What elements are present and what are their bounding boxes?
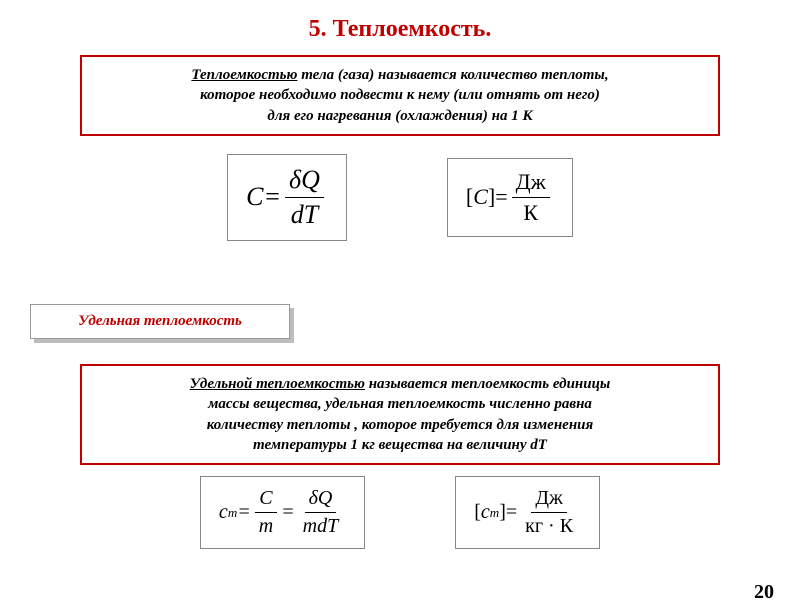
label-specific-heat: Удельная теплоемкость [30, 304, 290, 339]
definition-text-line2: которое необходимо подвести к нему (или … [200, 87, 600, 103]
formula-heat-capacity: C = δQ dT [227, 154, 347, 241]
u2-frac: Дж кг · К [521, 487, 577, 538]
unit-heat-capacity: [C] = Дж К [447, 158, 573, 237]
definition2-line3: количеству теплоты , которое требуется д… [207, 417, 593, 433]
u2-close: ] [499, 501, 506, 524]
page-number: 20 [754, 581, 774, 604]
unit-denominator: К [519, 198, 542, 226]
bracket-close: ] [488, 184, 495, 210]
formula-denominator: dT [287, 198, 322, 230]
u2-num: Дж [531, 487, 566, 513]
unit-specific-heat: [cm] = Дж кг · К [455, 476, 600, 549]
definition2-line2: массы вещества, удельная теплоемкость чи… [208, 396, 592, 412]
unit-fraction: Дж К [512, 169, 550, 226]
formula-specific-heat: cm = C m = δQ mdT [200, 476, 365, 549]
f2-sub: m [228, 505, 237, 521]
f2-c: c [219, 501, 228, 524]
section-title: 5. Теплоемкость. [0, 16, 800, 43]
f2-num2: δQ [305, 487, 337, 513]
f2-num1: C [255, 487, 276, 513]
formula-lhs: C [246, 182, 263, 212]
definition-heat-capacity: Теплоемкостью тела (газа) называется кол… [80, 55, 720, 136]
definition2-text: называется теплоемкость единицы [365, 376, 610, 392]
f2-eq2: = [281, 501, 295, 524]
formula-numerator: δQ [285, 165, 324, 198]
unit-var: C [473, 184, 488, 210]
u2-den: кг · К [521, 513, 577, 538]
definition-term: Теплоемкостью [191, 67, 297, 83]
definition-specific-heat: Удельной теплоемкостью называется теплое… [80, 364, 720, 465]
f2-eq: = [237, 501, 251, 524]
unit-eq: = [495, 184, 507, 210]
definition-text-line3: для его нагревания (охлаждения) на 1 К [267, 108, 532, 124]
formula-row-2: cm = C m = δQ mdT [cm] = Дж кг · К [0, 476, 800, 549]
u2-sub: m [490, 505, 499, 521]
u2-c: c [481, 501, 490, 524]
formula-fraction: δQ dT [285, 165, 324, 230]
f2-den1: m [255, 513, 277, 538]
definition2-term: Удельной теплоемкостью [190, 376, 365, 392]
f2-frac1: C m [255, 487, 277, 538]
definition-text: тела (газа) называется количество теплот… [297, 67, 608, 83]
u2-eq: = [506, 501, 517, 524]
formula-eq: = [263, 182, 281, 212]
unit-numerator: Дж [512, 169, 550, 198]
formula-row-1: C = δQ dT [C] = Дж К [0, 154, 800, 241]
bracket-open: [ [466, 184, 473, 210]
u2-open: [ [474, 501, 481, 524]
definition2-line4: температуры 1 кг вещества на величину dT [253, 437, 547, 453]
f2-frac2: δQ mdT [299, 487, 343, 538]
f2-den2: mdT [299, 513, 343, 538]
